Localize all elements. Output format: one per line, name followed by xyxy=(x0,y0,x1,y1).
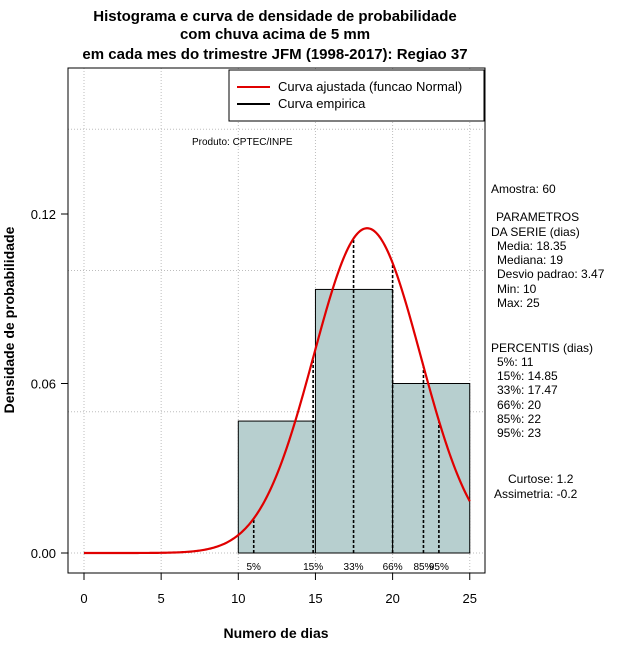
stat-curtose: Curtose: 1.2 xyxy=(508,472,574,486)
percentile-label: 66% xyxy=(383,562,403,573)
histogram-bar xyxy=(392,383,471,554)
plot-frame xyxy=(67,67,486,574)
x-tick-label: 15 xyxy=(308,591,322,606)
y-tick-label: 0.06 xyxy=(31,377,56,392)
chart-title-line-3: em cada mes do trimestre JFM (1998-2017)… xyxy=(82,46,467,63)
x-tick-label: 0 xyxy=(80,591,87,606)
legend-box xyxy=(228,69,485,122)
x-tick-label: 5 xyxy=(158,591,165,606)
stat-p33: 33%: 17.47 xyxy=(497,383,558,397)
stat-percentis-title: PERCENTIS (dias) xyxy=(491,341,593,355)
percentile-label: 85% xyxy=(413,562,433,573)
stat-media: Media: 18.35 xyxy=(497,239,567,253)
stat-p66: 66%: 20 xyxy=(497,398,541,412)
y-tick-label: 0.12 xyxy=(31,207,56,222)
stat-desvio: Desvio padrao: 3.47 xyxy=(497,267,605,281)
y-tick-label: 0.00 xyxy=(31,546,56,561)
chart-title-line-2: com chuva acima de 5 mm xyxy=(180,26,370,43)
x-tick-label: 25 xyxy=(463,591,477,606)
x-tick-label: 10 xyxy=(231,591,245,606)
stat-parametros-title-2: DA SERIE (dias) xyxy=(491,225,580,239)
stat-parametros-title-1: PARAMETROS xyxy=(496,210,579,224)
percentile-label: 33% xyxy=(344,562,364,573)
stat-mediana: Mediana: 19 xyxy=(497,253,563,267)
percentile-label: 5% xyxy=(247,562,262,573)
percentile-lines-layer: 5% 15% 33% 66% 85%95% xyxy=(247,238,449,573)
chart-title-line-1: Histograma e curva de densidade de proba… xyxy=(93,8,456,25)
stat-amostra: Amostra: 60 xyxy=(491,182,556,196)
stat-min: Min: 10 xyxy=(497,282,537,296)
y-axis-label: Densidade de probabilidade xyxy=(1,226,17,413)
stat-p85: 85%: 22 xyxy=(497,412,541,426)
histogram-bar xyxy=(237,420,316,554)
stat-p15: 15%: 14.85 xyxy=(497,369,558,383)
x-axis-label: Numero de dias xyxy=(223,625,328,641)
stat-p5: 5%: 11 xyxy=(497,355,534,369)
legend-empirical-label: Curva empirica xyxy=(278,96,366,111)
legend-normal-label: Curva ajustada (funcao Normal) xyxy=(278,79,462,94)
curve-layer xyxy=(84,227,471,555)
product-label: Produto: CPTEC/INPE xyxy=(192,137,293,148)
stat-p95: 95%: 23 xyxy=(497,426,541,440)
axes-layer: 0 5 10 15 20 25 0.00 0.06 0.12 xyxy=(31,207,477,606)
x-tick-label: 20 xyxy=(385,591,399,606)
percentile-label: 95% xyxy=(429,562,449,573)
legend: Curva ajustada (funcao Normal) Curva emp… xyxy=(228,69,485,122)
stats-panel: Amostra: 60 PARAMETROS DA SERIE (dias) M… xyxy=(491,182,605,501)
percentile-label: 15% xyxy=(303,562,323,573)
normal-curve xyxy=(84,227,471,555)
stat-max: Max: 25 xyxy=(497,296,540,310)
stat-assimetria: Assimetria: -0.2 xyxy=(494,487,578,501)
